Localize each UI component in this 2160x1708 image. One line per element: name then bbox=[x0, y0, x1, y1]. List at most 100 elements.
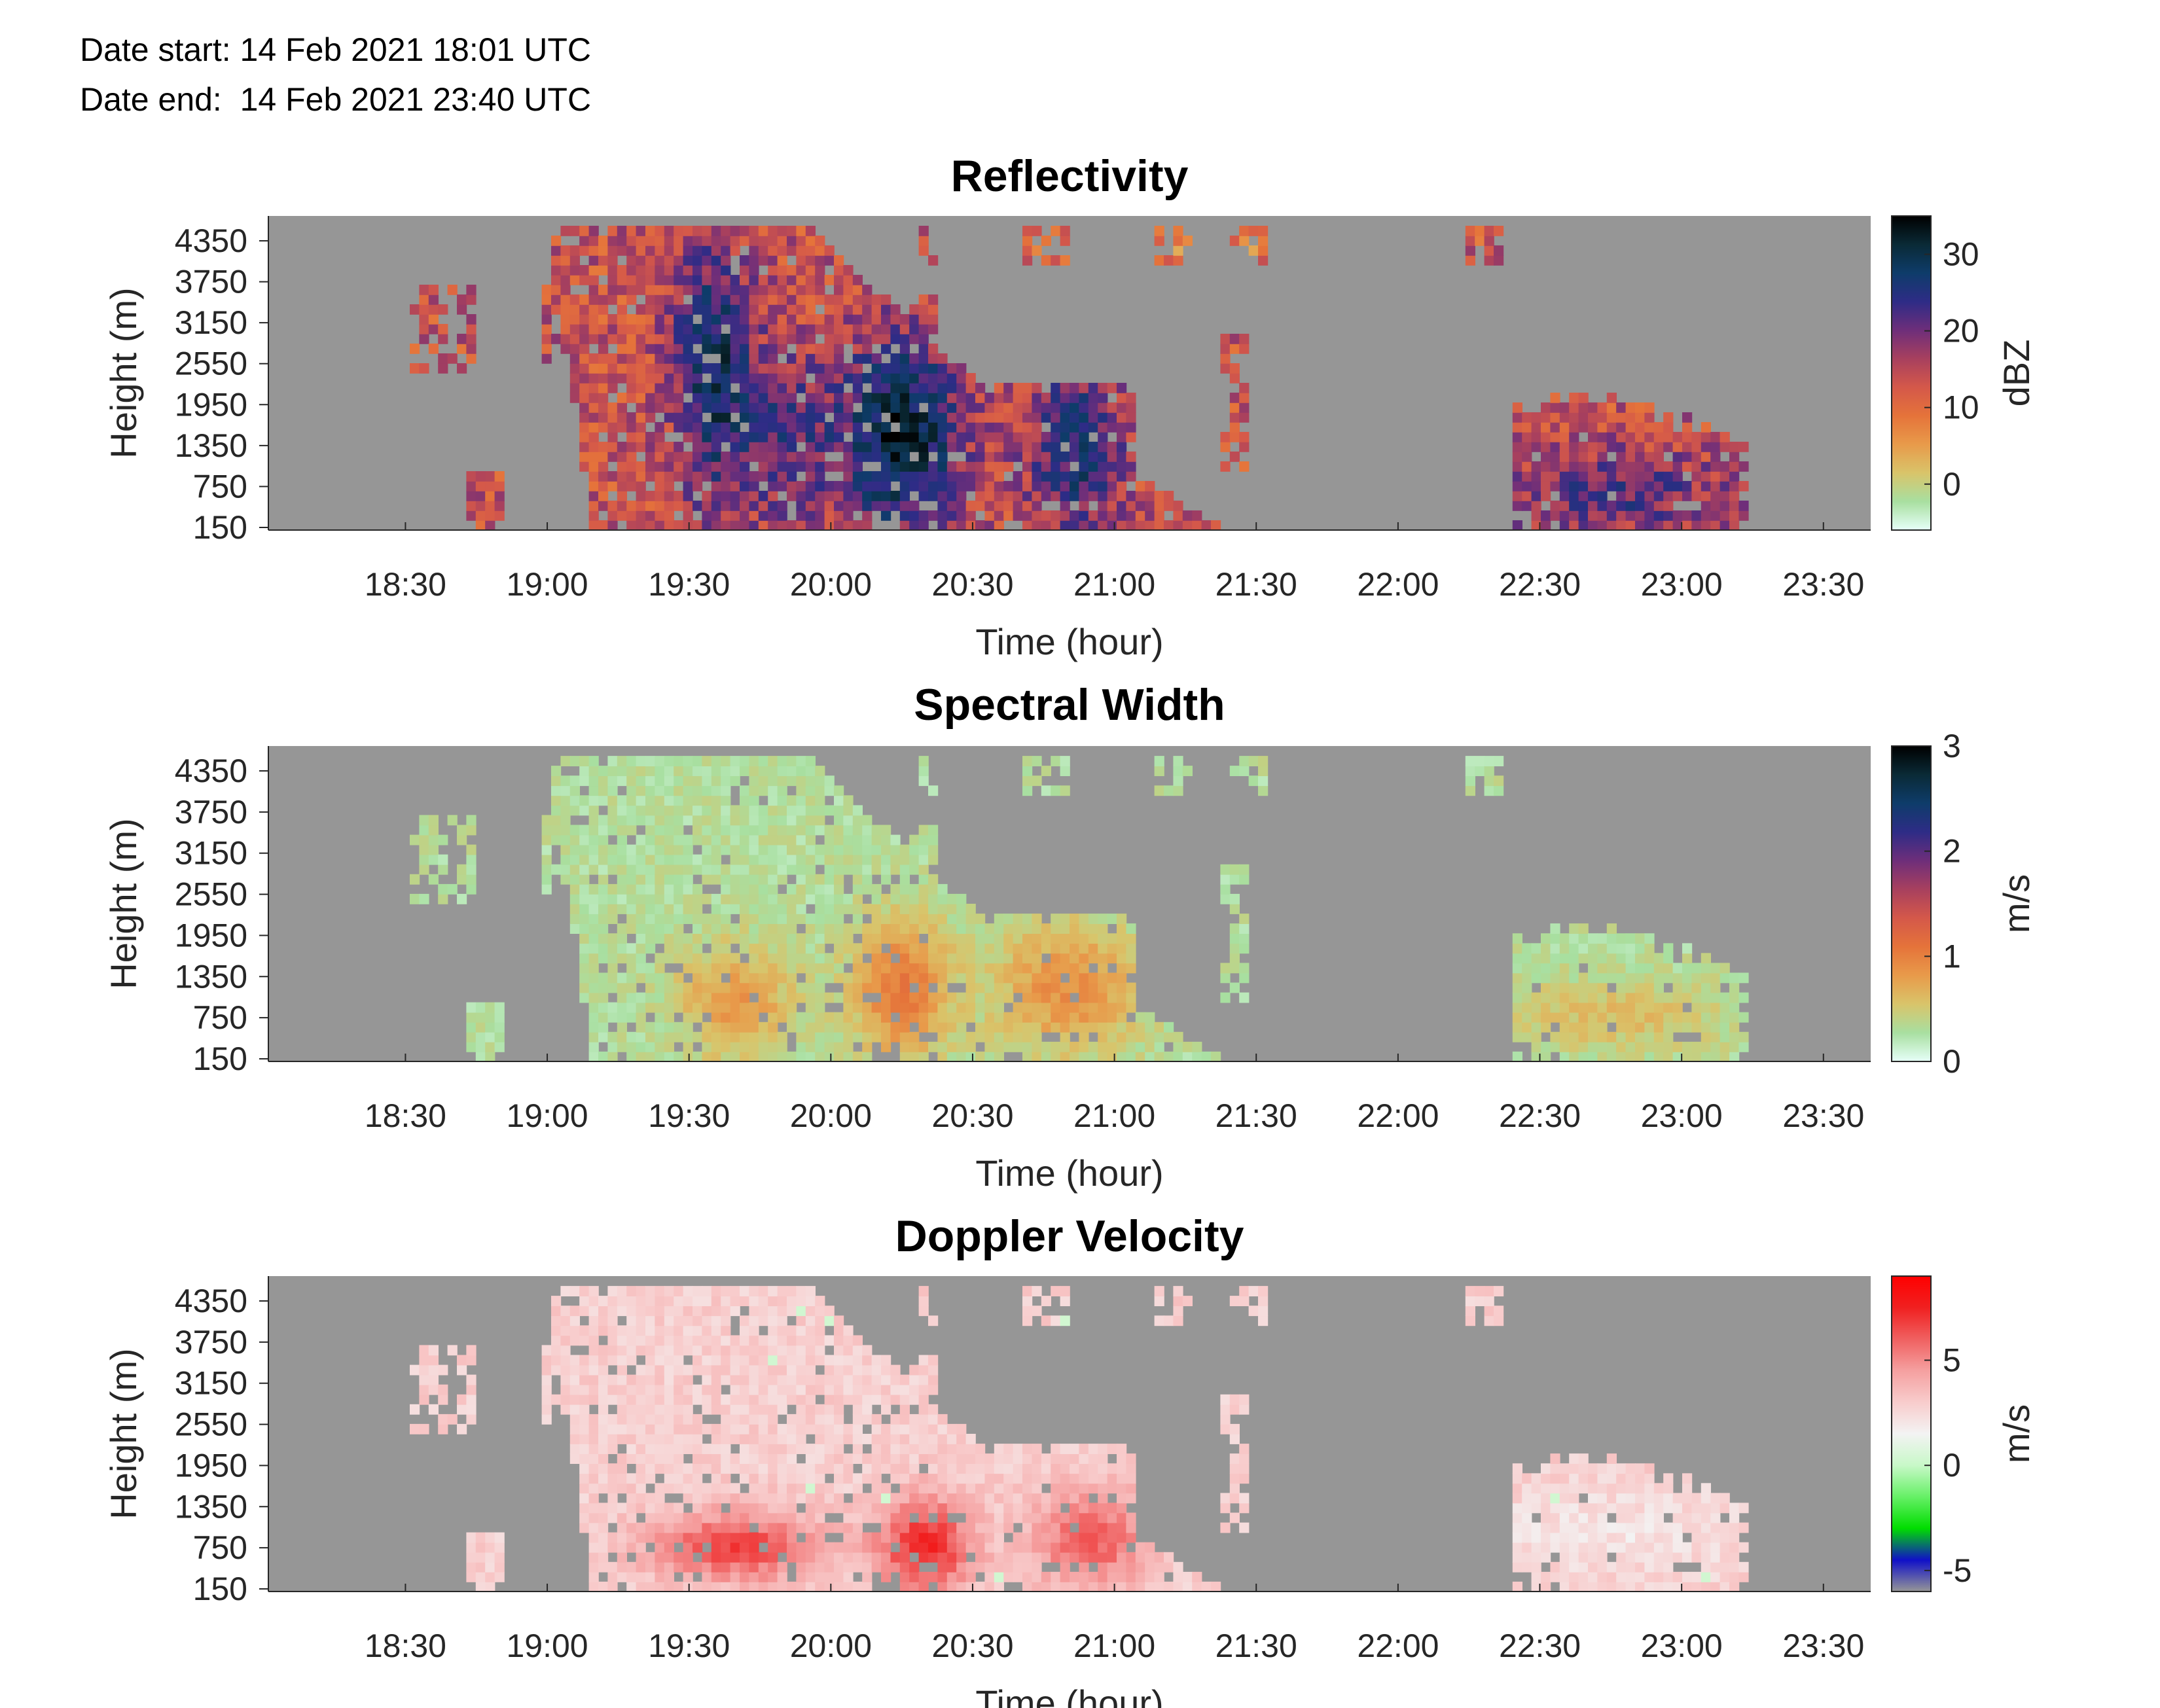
heatmap-cell bbox=[655, 226, 665, 236]
heatmap-cell bbox=[777, 825, 787, 836]
heatmap-cell bbox=[569, 805, 580, 816]
heatmap-cell bbox=[1635, 953, 1646, 964]
heatmap-cell bbox=[1719, 461, 1730, 472]
heatmap-cell bbox=[1494, 756, 1504, 766]
heatmap-cell bbox=[711, 1542, 721, 1553]
heatmap-cell bbox=[1022, 1571, 1033, 1582]
heatmap-cell bbox=[1710, 491, 1721, 501]
heatmap-cell bbox=[636, 510, 646, 521]
heatmap-cell bbox=[1220, 353, 1231, 364]
heatmap-cell bbox=[569, 1335, 580, 1346]
heatmap-cell bbox=[1578, 481, 1589, 491]
heatmap-cell bbox=[1597, 963, 1608, 974]
heatmap-cell bbox=[1644, 1012, 1655, 1023]
heatmap-cell bbox=[815, 353, 825, 364]
heatmap-cell bbox=[1663, 461, 1674, 472]
heatmap-cell bbox=[617, 1394, 627, 1405]
heatmap-cell bbox=[777, 1463, 787, 1474]
heatmap-cell bbox=[975, 461, 986, 472]
heatmap-cell bbox=[918, 923, 929, 934]
heatmap-cell bbox=[721, 904, 731, 914]
heatmap-cell bbox=[702, 1031, 712, 1042]
heatmap-cell bbox=[796, 1581, 806, 1592]
heatmap-cell bbox=[1098, 1031, 1108, 1042]
heatmap-cell bbox=[862, 943, 873, 954]
heatmap-cell bbox=[1117, 442, 1127, 452]
heatmap-cell bbox=[1229, 412, 1240, 423]
heatmap-cell bbox=[824, 805, 835, 816]
heatmap-cell bbox=[711, 452, 721, 462]
heatmap-cell bbox=[693, 904, 703, 914]
heatmap-cell bbox=[1729, 1002, 1740, 1013]
heatmap-cell bbox=[1653, 982, 1664, 993]
heatmap-cell bbox=[956, 1453, 967, 1464]
heatmap-cell bbox=[1663, 1051, 1674, 1062]
heatmap-cell bbox=[1701, 491, 1711, 501]
heatmap-cell bbox=[1588, 481, 1598, 491]
heatmap-cell bbox=[928, 825, 939, 836]
heatmap-cell bbox=[758, 953, 768, 964]
heatmap-cell bbox=[1041, 933, 1051, 944]
heatmap-cell bbox=[871, 1355, 882, 1366]
heatmap-cell bbox=[862, 520, 873, 531]
heatmap-cell bbox=[730, 226, 740, 236]
heatmap-cell bbox=[796, 982, 806, 993]
heatmap-cell bbox=[730, 874, 740, 885]
heatmap-cell bbox=[1644, 481, 1655, 491]
x-tick-label: 18:30 bbox=[365, 1097, 446, 1134]
heatmap-cell bbox=[560, 864, 571, 875]
heatmap-cell bbox=[607, 1374, 618, 1385]
heatmap-cell bbox=[617, 481, 627, 491]
heatmap-cell bbox=[1550, 1002, 1560, 1013]
heatmap-cell bbox=[871, 893, 882, 904]
heatmap-cell bbox=[485, 1571, 495, 1582]
heatmap-cell bbox=[428, 1404, 439, 1415]
heatmap-cell bbox=[1701, 1022, 1711, 1033]
heatmap-cell bbox=[787, 334, 797, 344]
heatmap-cell bbox=[740, 893, 750, 904]
heatmap-cell bbox=[588, 1051, 599, 1062]
heatmap-cell bbox=[721, 1306, 731, 1317]
heatmap-cell bbox=[862, 1345, 873, 1356]
heatmap-cell bbox=[693, 1325, 703, 1336]
heatmap-cell bbox=[787, 452, 797, 462]
heatmap-cell bbox=[551, 1325, 562, 1336]
heatmap-cell bbox=[693, 1483, 703, 1494]
heatmap-cell bbox=[796, 1522, 806, 1533]
heatmap-cell bbox=[1653, 1002, 1664, 1013]
heatmap-cell bbox=[956, 1532, 967, 1543]
heatmap-cell bbox=[560, 775, 571, 787]
heatmap-cell bbox=[749, 1306, 759, 1317]
heatmap-cell bbox=[711, 1031, 721, 1042]
heatmap-cell bbox=[674, 1296, 684, 1306]
heatmap-cell bbox=[588, 1444, 599, 1454]
heatmap-cell bbox=[796, 236, 806, 246]
heatmap-cell bbox=[1164, 255, 1174, 266]
heatmap-cell bbox=[834, 353, 844, 364]
heatmap-cell bbox=[815, 844, 825, 855]
heatmap-cell bbox=[843, 314, 854, 325]
heatmap-cell bbox=[1653, 1022, 1664, 1033]
heatmap-cell bbox=[494, 1041, 505, 1052]
heatmap-cell bbox=[956, 943, 967, 954]
heatmap-cell bbox=[569, 874, 580, 885]
heatmap-cell bbox=[768, 1041, 778, 1052]
heatmap-cell bbox=[617, 923, 627, 934]
heatmap-cell bbox=[740, 923, 750, 934]
heatmap-cell bbox=[664, 854, 674, 865]
heatmap-cell bbox=[617, 844, 627, 855]
heatmap-cell bbox=[777, 236, 787, 246]
heatmap-cell bbox=[805, 1384, 816, 1395]
heatmap-cell bbox=[796, 893, 806, 904]
heatmap-cell bbox=[890, 1493, 901, 1504]
heatmap-cell bbox=[1531, 1022, 1541, 1033]
heatmap-cell bbox=[617, 422, 627, 433]
heatmap-cell bbox=[852, 1532, 863, 1543]
heatmap-cell bbox=[843, 1483, 854, 1494]
heatmap-cell bbox=[579, 834, 590, 845]
heatmap-cell bbox=[796, 1434, 806, 1444]
heatmap-cell bbox=[1107, 1031, 1117, 1042]
heatmap-cell bbox=[588, 904, 599, 914]
heatmap-cell bbox=[881, 854, 891, 865]
heatmap-cell bbox=[787, 481, 797, 491]
